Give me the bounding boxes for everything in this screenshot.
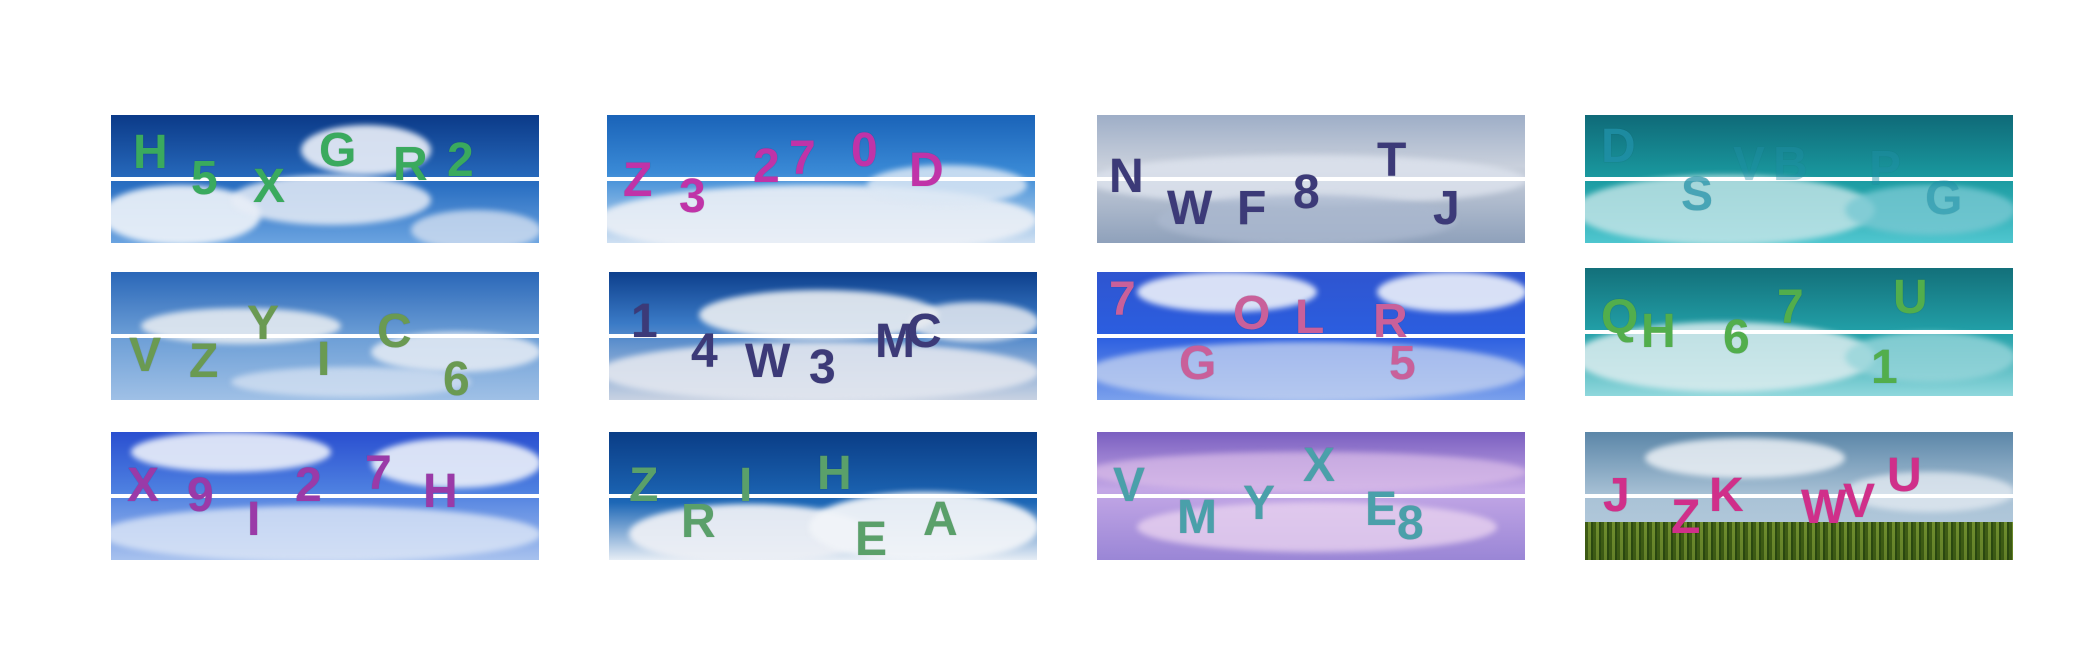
captcha-char: H xyxy=(133,126,168,179)
captcha-char: J xyxy=(1603,469,1630,522)
captcha-char: N xyxy=(1109,150,1144,203)
captcha-char: C xyxy=(377,305,412,358)
tile-divider xyxy=(111,177,539,181)
captcha-tile-6[interactable]: 1 4 W 3 M C xyxy=(609,272,1037,400)
captcha-char: G xyxy=(1179,337,1217,390)
captcha-tile-1[interactable]: H 5 X G R 2 xyxy=(111,115,539,243)
tile-divider xyxy=(607,177,1035,181)
captcha-char: 8 xyxy=(1293,166,1320,219)
tile-divider xyxy=(1097,177,1525,181)
captcha-tile-5[interactable]: V Z Y I C 6 xyxy=(111,272,539,400)
captcha-char: Z xyxy=(623,154,653,207)
captcha-char: 5 xyxy=(191,152,218,205)
captcha-char: Z xyxy=(189,335,219,388)
captcha-char: I xyxy=(247,493,261,546)
captcha-char: M xyxy=(875,315,915,368)
tile-divider xyxy=(1585,177,2013,181)
captcha-char: H xyxy=(1641,305,1676,358)
captcha-char: K xyxy=(1709,469,1744,522)
tile-divider xyxy=(609,494,1037,498)
captcha-char: 6 xyxy=(443,353,470,401)
captcha-char: 2 xyxy=(447,134,474,187)
tile-divider xyxy=(1097,494,1525,498)
captcha-char: 0 xyxy=(851,124,878,177)
captcha-tile-10[interactable]: Z R I H E A xyxy=(609,432,1037,560)
captcha-char: I xyxy=(317,333,331,386)
captcha-tile-9[interactable]: X 9 I 2 7 H xyxy=(111,432,539,560)
captcha-char: O xyxy=(1233,287,1271,340)
captcha-char: 1 xyxy=(631,295,658,348)
captcha-char: Z xyxy=(629,459,659,512)
captcha-char: B xyxy=(1773,138,1808,191)
captcha-char: D xyxy=(1601,120,1636,173)
captcha-char: 5 xyxy=(1389,337,1416,390)
captcha-char: Y xyxy=(247,297,280,350)
captcha-char: Y xyxy=(1243,477,1276,530)
tile-divider xyxy=(111,494,539,498)
captcha-char: V xyxy=(129,329,162,382)
captcha-tile-11[interactable]: V M Y X E 8 xyxy=(1097,432,1525,560)
captcha-char: R xyxy=(1373,295,1408,348)
captcha-tile-4[interactable]: D S V B P G xyxy=(1585,115,2013,243)
captcha-char: L xyxy=(1295,291,1325,344)
captcha-char: U xyxy=(1893,271,1928,324)
captcha-tile-12[interactable]: J Z K W V U xyxy=(1585,432,2013,560)
captcha-char: J xyxy=(1433,182,1460,235)
captcha-char: 7 xyxy=(789,132,816,185)
captcha-char: U xyxy=(1887,449,1922,502)
captcha-char: I xyxy=(739,459,753,512)
tile-divider xyxy=(1585,494,2013,498)
captcha-char: 8 xyxy=(1397,497,1424,550)
tile-divider xyxy=(609,334,1037,338)
captcha-char: X xyxy=(1303,439,1336,492)
captcha-char: V xyxy=(1843,475,1876,528)
captcha-char: 3 xyxy=(679,170,706,223)
tile-divider xyxy=(111,334,539,338)
captcha-char: S xyxy=(1681,168,1714,221)
captcha-char: C xyxy=(907,305,942,358)
captcha-char: G xyxy=(319,124,357,177)
captcha-char: 9 xyxy=(187,469,214,522)
captcha-char: 7 xyxy=(1777,281,1804,334)
captcha-char: H xyxy=(423,465,458,518)
captcha-char: 2 xyxy=(295,459,322,512)
captcha-char: 7 xyxy=(365,447,392,500)
captcha-tile-3[interactable]: N W F 8 T J xyxy=(1097,115,1525,243)
captcha-char: 1 xyxy=(1871,341,1898,394)
grass-field xyxy=(1585,522,2013,560)
captcha-char: R xyxy=(393,138,428,191)
captcha-char: 3 xyxy=(809,341,836,394)
tile-divider xyxy=(1097,334,1525,338)
captcha-char: 7 xyxy=(1109,273,1136,326)
captcha-char: F xyxy=(1237,182,1267,235)
captcha-char: 2 xyxy=(753,140,780,193)
captcha-char: R xyxy=(681,495,716,548)
captcha-char: E xyxy=(855,513,888,561)
captcha-char: M xyxy=(1177,491,1217,544)
captcha-char: G xyxy=(1925,172,1963,225)
captcha-char: X xyxy=(253,160,286,213)
captcha-tile-7[interactable]: 7 G O L R 5 xyxy=(1097,272,1525,400)
captcha-char: W xyxy=(745,335,791,388)
captcha-char: W xyxy=(1167,182,1213,235)
captcha-char: E xyxy=(1365,483,1398,536)
captcha-tile-8[interactable]: Q H 6 7 1 U xyxy=(1585,268,2013,396)
captcha-char: X xyxy=(127,459,160,512)
captcha-char: W xyxy=(1801,481,1847,534)
captcha-char: H xyxy=(817,447,852,500)
captcha-tile-2[interactable]: Z 3 2 7 0 D xyxy=(607,115,1035,243)
captcha-char: P xyxy=(1869,142,1902,195)
captcha-char: Z xyxy=(1671,491,1701,544)
captcha-char: 6 xyxy=(1723,311,1750,364)
captcha-char: A xyxy=(923,493,958,546)
captcha-char: V xyxy=(1113,459,1146,512)
captcha-char: D xyxy=(909,144,944,197)
tile-divider xyxy=(1585,330,2013,334)
captcha-char: T xyxy=(1377,134,1407,187)
captcha-char: V xyxy=(1733,138,1766,191)
captcha-char: 4 xyxy=(691,325,718,378)
captcha-char: Q xyxy=(1601,291,1639,344)
